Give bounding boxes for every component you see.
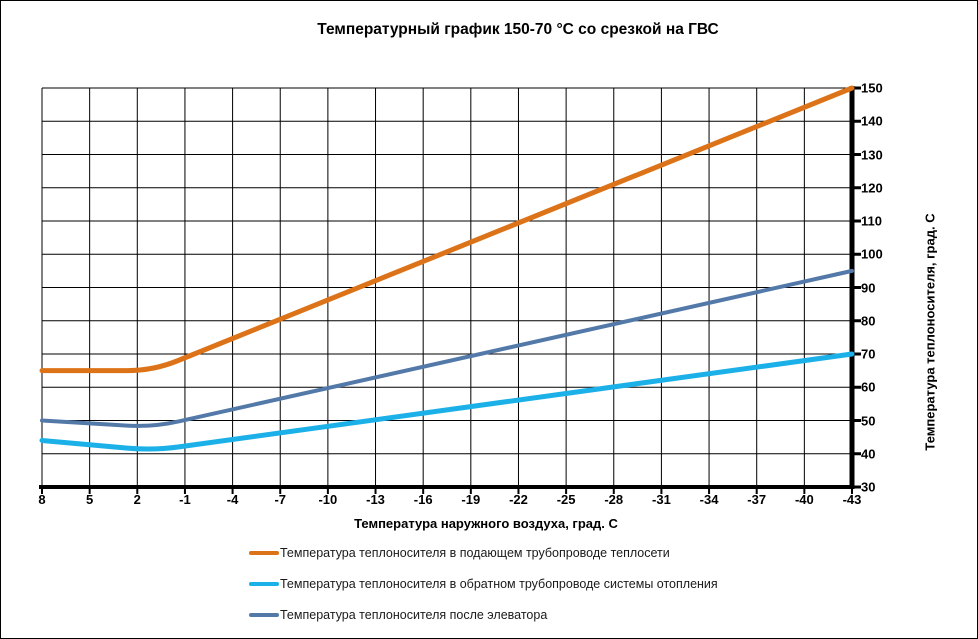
x-tick-label: -40 bbox=[794, 492, 814, 507]
y-tick-label: 100 bbox=[861, 246, 883, 262]
y-tick-label: 50 bbox=[861, 413, 876, 428]
x-tick-label: -34 bbox=[699, 492, 719, 507]
y-tick-label: 110 bbox=[861, 213, 882, 229]
chart-title: Температурный график 150-70 °С со срезко… bbox=[317, 21, 719, 38]
y-tick-label: 70 bbox=[861, 346, 876, 362]
y-tick-label: 60 bbox=[861, 379, 876, 395]
x-tick-label: 2 bbox=[133, 492, 141, 507]
y-tick-label: 40 bbox=[861, 446, 876, 462]
legend-label-return: Температура теплоносителя в обратном тру… bbox=[280, 577, 718, 591]
y-tick-label: 120 bbox=[861, 180, 883, 196]
x-tick-label: -28 bbox=[604, 492, 624, 507]
legend-item-elevator: Температура теплоносителя после элеватор… bbox=[249, 607, 718, 623]
x-tick-label: 8 bbox=[38, 492, 46, 507]
legend-label-elevator: Температура теплоносителя после элеватор… bbox=[280, 608, 548, 622]
x-tick-label: -37 bbox=[747, 492, 767, 507]
legend-label-supply: Температура теплоносителя в подающем тру… bbox=[280, 546, 670, 560]
x-tick-label: -31 bbox=[652, 492, 671, 507]
x-tick-label: -1 bbox=[179, 492, 191, 507]
x-tick-label: -4 bbox=[226, 492, 239, 507]
x-tick-label: 5 bbox=[86, 492, 94, 507]
y-tick-label: 80 bbox=[861, 313, 876, 329]
series-line-1 bbox=[39, 351, 855, 452]
legend-line-return bbox=[249, 582, 279, 586]
y-tick-label: 130 bbox=[861, 147, 883, 162]
y-axis-title: Температура теплоносителя, град. С bbox=[922, 213, 938, 451]
legend-line-elevator bbox=[249, 613, 279, 617]
legend-item-return: Температура теплоносителя в обратном тру… bbox=[249, 576, 718, 592]
series-line-2 bbox=[40, 268, 854, 428]
x-tick-label: -13 bbox=[366, 492, 385, 507]
x-tick-label: -7 bbox=[274, 492, 287, 507]
y-tick-label: 150 bbox=[861, 80, 883, 96]
series-line-0 bbox=[39, 85, 855, 374]
x-tick-label: -10 bbox=[318, 492, 338, 507]
x-tick-label: -16 bbox=[413, 492, 433, 507]
y-tick-label: 90 bbox=[861, 280, 876, 295]
x-tick-label: -43 bbox=[842, 492, 862, 507]
legend-item-supply: Температура теплоносителя в подающем тру… bbox=[249, 545, 718, 561]
legend-line-supply bbox=[249, 551, 279, 555]
x-tick-label: -22 bbox=[509, 492, 528, 507]
x-axis-title: Температура наружного воздуха, град. С bbox=[354, 516, 618, 531]
legend: Температура теплоносителя в подающем тру… bbox=[249, 545, 718, 638]
x-tick-label: -25 bbox=[556, 492, 576, 507]
x-tick-label: -19 bbox=[461, 492, 481, 507]
y-tick-label: 30 bbox=[861, 479, 876, 495]
y-tick-label: 140 bbox=[861, 113, 883, 129]
